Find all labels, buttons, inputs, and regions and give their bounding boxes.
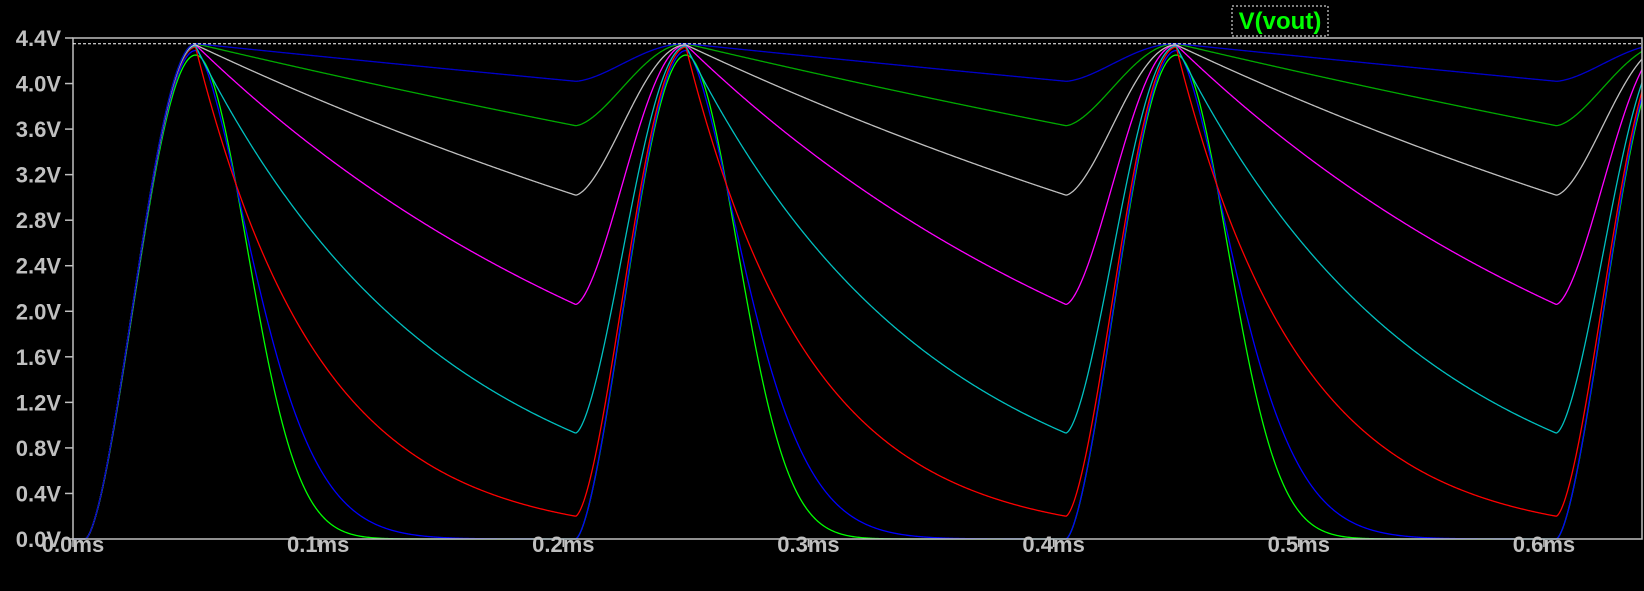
- x-tick-label: 0.0ms: [42, 532, 104, 557]
- plot-frame: [72, 37, 1643, 540]
- y-tick-label: 0.0V: [16, 527, 62, 552]
- y-tick-label: 4.0V: [16, 72, 62, 97]
- y-tick-label: 2.4V: [16, 254, 62, 279]
- trace-label-box[interactable]: [1231, 5, 1329, 37]
- trace-line-6: [73, 44, 1643, 540]
- trace-label-vout[interactable]: V(vout): [1239, 8, 1322, 35]
- y-tick-label: 3.2V: [16, 163, 62, 188]
- x-tick-label: 0.5ms: [1268, 532, 1330, 557]
- y-ticks-layer: 0.0V 0.4V 0.8V 1.2V 1.6V 2.0V 2.4V 2.8V 3.2V 3.6V…: [16, 26, 73, 552]
- x-tick-label: 0.1ms: [287, 532, 349, 557]
- y-tick-label: 4.4V: [16, 26, 62, 51]
- trace-line-8: [73, 43, 1643, 540]
- trace-line-4: [73, 45, 1643, 540]
- x-tick-label: 0.6ms: [1513, 532, 1575, 557]
- x-tick-label: 0.2ms: [532, 532, 594, 557]
- y-tick-label: 0.4V: [16, 481, 62, 506]
- y-tick-label: 3.6V: [16, 117, 62, 142]
- trace-line-5: [73, 44, 1643, 540]
- y-tick-label: 2.8V: [16, 208, 62, 233]
- x-tick-label: 0.4ms: [1022, 532, 1084, 557]
- trace-line-1: [73, 54, 1643, 540]
- axes-layer: [72, 37, 1643, 540]
- x-tick-label: 0.3ms: [777, 532, 839, 557]
- y-tick-label: 2.0V: [16, 299, 62, 324]
- trace-line-7: [73, 43, 1643, 540]
- y-tick-label: 1.2V: [16, 390, 62, 415]
- y-tick-label: 1.6V: [16, 345, 62, 370]
- traces-layer: [73, 43, 1643, 540]
- trace-line-3: [73, 46, 1643, 540]
- x-ticks-layer: 0.0ms 0.1ms 0.2ms 0.3ms 0.4ms 0.5ms 0.6ms: [42, 532, 1575, 557]
- trace-line-2: [73, 49, 1643, 540]
- y-tick-label: 0.8V: [16, 436, 62, 461]
- legend-layer[interactable]: V(vout): [1231, 5, 1329, 37]
